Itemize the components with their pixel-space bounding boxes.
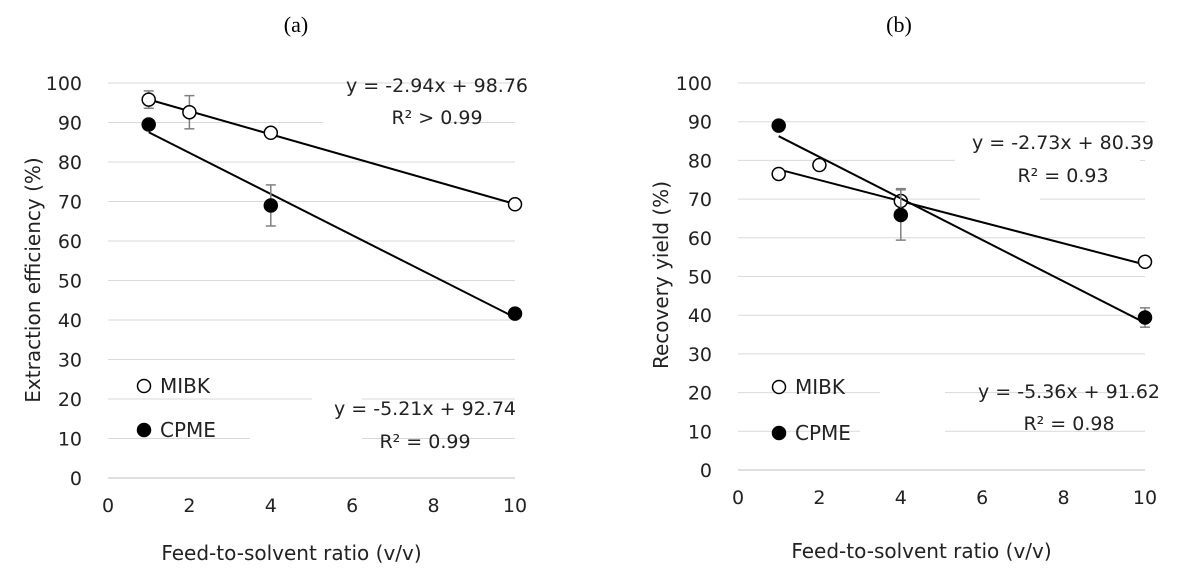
charta-mibk-point xyxy=(182,104,197,120)
charta-x-tick-label: 10 xyxy=(503,495,527,517)
chartb-cpme-r2: R² = 0.98 xyxy=(1023,413,1114,435)
charta-y-tick-label: 60 xyxy=(58,231,82,253)
charta-y-tick-label: 30 xyxy=(58,350,82,372)
charta-mibk-equation: y = -2.94x + 98.76 xyxy=(346,75,528,97)
chartb-cpme-point xyxy=(1137,310,1153,325)
charta-y-tick-label: 80 xyxy=(58,152,82,174)
chartb-cpme-equation: y = -5.36x + 91.62 xyxy=(978,381,1160,403)
charta-legend-label-mibk: MIBK xyxy=(160,374,211,398)
chartb-mibk-trendline xyxy=(778,168,1146,266)
chartb-legend-label-cpme: CPME xyxy=(795,421,851,445)
chartb-legend-marker-mibk xyxy=(771,379,787,395)
charta-cpme-equation: y = -5.21x + 92.74 xyxy=(334,398,516,420)
chartb-y-tick-label: 10 xyxy=(688,421,712,443)
chartb-mibk-r2: R² = 0.93 xyxy=(1017,165,1108,187)
charta-mibk-point xyxy=(141,92,156,107)
charta-mibk-point xyxy=(507,197,523,212)
charta-cpme-trendline xyxy=(148,131,516,319)
charta-cpme-point xyxy=(141,117,156,132)
chartb-cpme-point xyxy=(893,207,909,223)
charta-cpme-r2: R² = 0.99 xyxy=(379,431,470,453)
charta-y-tick-label: 100 xyxy=(46,73,82,95)
chartb-mibk-point xyxy=(1137,254,1153,270)
chartb-y-tick-label: 20 xyxy=(688,383,712,405)
charta-mibk-trendline xyxy=(148,98,516,205)
chartb-y-tick-label: 30 xyxy=(688,344,712,366)
charta-legend-label-cpme: CPME xyxy=(160,418,216,442)
chartb-cpme-point xyxy=(771,118,786,133)
chartb-x-axis-label: Feed-to-solvent ratio (v/v) xyxy=(791,539,1051,563)
charta-y-tick-label: 20 xyxy=(58,389,82,411)
chartb-y-tick-label: 0 xyxy=(700,460,712,482)
chartb-x-tick-label: 10 xyxy=(1133,487,1157,509)
chartb-mibk-point xyxy=(812,157,827,173)
charta-legend-marker-cpme xyxy=(136,422,152,438)
chartb-legend-label-mibk: MIBK xyxy=(795,375,846,399)
charta-x-tick-label: 6 xyxy=(346,495,358,517)
charta-y-tick-label: 40 xyxy=(58,310,82,332)
charta-y-axis-label: Extraction efficiency (%) xyxy=(21,157,45,402)
chartb-mibk-point xyxy=(771,166,786,182)
charta-legend-marker-mibk xyxy=(136,378,152,394)
chartb-cpme-trendline xyxy=(778,135,1146,324)
chartb-x-tick-label: 4 xyxy=(895,487,907,509)
chartb-y-tick-label: 40 xyxy=(688,305,712,327)
chartb-x-tick-label: 2 xyxy=(813,487,825,509)
charta-y-tick-label: 50 xyxy=(58,271,82,293)
chartb-y-axis-label: Recovery yield (%) xyxy=(649,181,673,369)
chartb-x-tick-label: 0 xyxy=(732,487,744,509)
chartb-y-tick-label: 60 xyxy=(688,228,712,250)
charta-y-tick-label: 0 xyxy=(70,468,82,490)
chartb-x-tick-label: 6 xyxy=(976,487,988,509)
charta-cpme-point xyxy=(263,198,279,213)
charta-x-tick-label: 4 xyxy=(265,495,277,517)
chartb-y-tick-label: 70 xyxy=(688,189,712,211)
charta-x-tick-label: 2 xyxy=(183,495,195,517)
charta-cpme-point xyxy=(507,306,523,321)
charta-y-tick-label: 90 xyxy=(58,113,82,135)
panel-a-title: (a) xyxy=(283,12,309,37)
charta-mibk-r2: R² > 0.99 xyxy=(391,107,482,129)
chartb-y-tick-label: 50 xyxy=(688,267,712,289)
chartb-x-tick-label: 8 xyxy=(1058,487,1070,509)
chartb-mibk-equation: y = -2.73x + 80.39 xyxy=(972,132,1154,154)
charta-mibk-point xyxy=(263,125,279,141)
charta-x-tick-label: 8 xyxy=(428,495,440,517)
charta-y-tick-label: 70 xyxy=(58,192,82,214)
chartb-y-tick-label: 80 xyxy=(688,150,712,172)
charta-y-tick-label: 10 xyxy=(58,429,82,451)
charta-x-tick-label: 0 xyxy=(102,495,114,517)
panel-b-title: (b) xyxy=(886,12,912,37)
chartb-y-tick-label: 90 xyxy=(688,112,712,134)
charta-x-axis-label: Feed-to-solvent ratio (v/v) xyxy=(161,541,421,565)
chartb-legend-marker-cpme xyxy=(771,425,787,441)
chartb-y-tick-label: 100 xyxy=(676,73,712,95)
